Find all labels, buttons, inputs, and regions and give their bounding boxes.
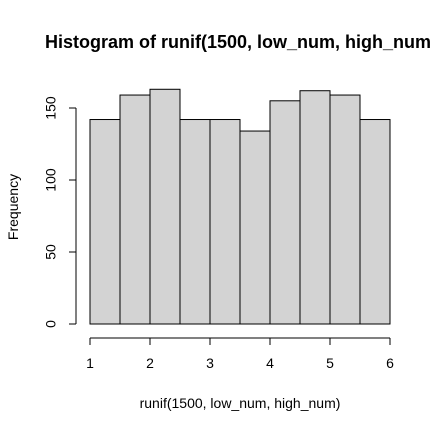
x-tick-label: 6	[386, 355, 394, 371]
y-tick-label: 0	[43, 320, 59, 328]
x-tick-label: 2	[146, 355, 154, 371]
y-axis-label: Frequency	[5, 174, 21, 240]
x-tick-label: 4	[266, 355, 274, 371]
y-axis: 0 50 100 150	[43, 96, 77, 328]
histogram-bar-10	[359, 119, 391, 325]
histogram-bar-7	[269, 100, 301, 325]
histogram-bar-5	[209, 119, 241, 325]
histogram-bar-4	[179, 119, 211, 325]
y-tick-label: 150	[43, 96, 59, 120]
bars-group	[89, 88, 391, 325]
x-tick-label: 1	[86, 355, 94, 371]
y-tick-label: 100	[43, 168, 59, 192]
x-tick-label: 5	[326, 355, 334, 371]
histogram-bar-1	[89, 119, 121, 325]
histogram-bar-3	[149, 88, 181, 325]
x-tick-label: 3	[206, 355, 214, 371]
histogram-bar-9	[329, 94, 361, 325]
x-axis: 1 2 3 4 5 6	[86, 337, 394, 371]
x-axis-label: runif(1500, low_num, high_num)	[140, 395, 341, 411]
histogram-bar-2	[119, 94, 151, 325]
y-tick-label: 50	[43, 244, 59, 260]
histogram-bar-6	[239, 130, 271, 325]
chart-title: Histogram of runif(1500, low_num, high_n…	[45, 32, 431, 52]
histogram-bar-8	[299, 90, 331, 325]
